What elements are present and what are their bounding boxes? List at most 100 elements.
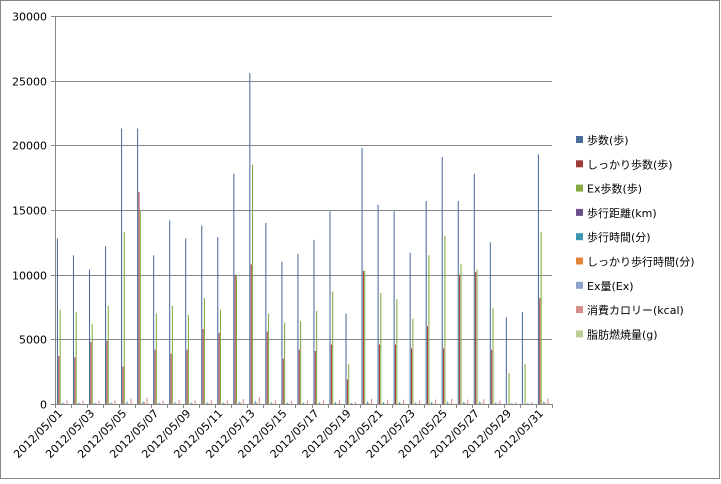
bar xyxy=(543,402,544,404)
bar xyxy=(336,403,337,404)
bar xyxy=(265,223,266,404)
bar xyxy=(387,400,388,404)
bar xyxy=(163,401,164,404)
bar xyxy=(249,73,250,404)
bar xyxy=(460,264,461,404)
bar xyxy=(426,201,427,404)
bar xyxy=(267,332,268,404)
bar xyxy=(219,333,220,404)
bar xyxy=(444,236,445,404)
bar xyxy=(474,174,475,404)
bar xyxy=(479,402,480,404)
bar xyxy=(304,403,305,404)
bar xyxy=(547,398,548,404)
bar xyxy=(90,342,91,404)
bar xyxy=(355,402,356,404)
legend-swatch xyxy=(576,209,583,216)
bar xyxy=(432,403,433,404)
bar xyxy=(442,157,443,404)
bar xyxy=(431,402,432,404)
legend-label: しっかり歩行時間(分) xyxy=(587,255,695,269)
bar xyxy=(115,401,116,404)
bar xyxy=(459,275,460,404)
bar xyxy=(415,403,416,404)
bar xyxy=(243,399,244,404)
bar xyxy=(303,403,304,404)
bar xyxy=(195,401,196,404)
bar xyxy=(272,403,273,404)
bar xyxy=(153,255,154,404)
bar xyxy=(483,399,484,404)
bar xyxy=(217,237,218,404)
bar xyxy=(458,201,459,404)
bar xyxy=(201,226,202,404)
bar xyxy=(419,401,420,404)
bar xyxy=(143,401,144,404)
bar xyxy=(410,253,411,404)
y-tick-label: 15000 xyxy=(12,205,47,218)
bar xyxy=(427,326,428,404)
bar xyxy=(154,350,155,404)
bar xyxy=(124,232,125,404)
bar xyxy=(131,399,132,404)
bar xyxy=(240,403,241,404)
bar xyxy=(204,298,205,404)
bar xyxy=(271,402,272,404)
bar xyxy=(380,293,381,404)
bar xyxy=(315,351,316,404)
bar xyxy=(515,402,516,404)
bar xyxy=(236,276,237,404)
bar xyxy=(60,310,61,404)
bar xyxy=(497,403,498,404)
bar xyxy=(112,403,113,404)
bar xyxy=(378,205,379,404)
bar xyxy=(399,402,400,404)
legend-swatch xyxy=(576,258,583,265)
bar xyxy=(379,345,380,404)
legend-swatch xyxy=(576,185,583,192)
bar xyxy=(227,400,228,404)
bar xyxy=(203,329,204,404)
bar xyxy=(313,240,314,404)
bar xyxy=(525,364,526,404)
bar xyxy=(307,401,308,404)
bar xyxy=(252,165,253,404)
bar xyxy=(323,400,324,404)
bar xyxy=(169,220,170,404)
bar xyxy=(78,403,79,404)
bar xyxy=(428,255,429,404)
bar xyxy=(283,359,284,404)
bar xyxy=(110,403,111,404)
bar xyxy=(235,275,236,404)
bar xyxy=(172,306,173,404)
bar xyxy=(364,271,365,404)
bar xyxy=(347,379,348,404)
bar xyxy=(291,401,292,404)
bar xyxy=(396,299,397,404)
bar xyxy=(175,402,176,404)
bar xyxy=(179,400,180,404)
bar xyxy=(539,298,540,404)
bar xyxy=(171,354,172,404)
bar xyxy=(76,312,77,404)
bar xyxy=(297,254,298,404)
bar xyxy=(239,402,240,404)
y-tick-label: 10000 xyxy=(12,270,47,283)
bar xyxy=(275,400,276,404)
bar xyxy=(126,401,127,404)
legend-label: Ex歩数(歩) xyxy=(587,182,642,196)
bar xyxy=(499,401,500,404)
bar xyxy=(319,402,320,404)
bar xyxy=(82,401,83,404)
bar xyxy=(476,269,477,404)
bar xyxy=(395,345,396,404)
legend-swatch xyxy=(576,233,583,240)
bar xyxy=(475,272,476,404)
bar xyxy=(191,402,192,404)
bar xyxy=(467,400,468,404)
bar xyxy=(384,403,385,404)
bar xyxy=(416,403,417,404)
bar xyxy=(299,350,300,404)
bar xyxy=(147,398,148,404)
